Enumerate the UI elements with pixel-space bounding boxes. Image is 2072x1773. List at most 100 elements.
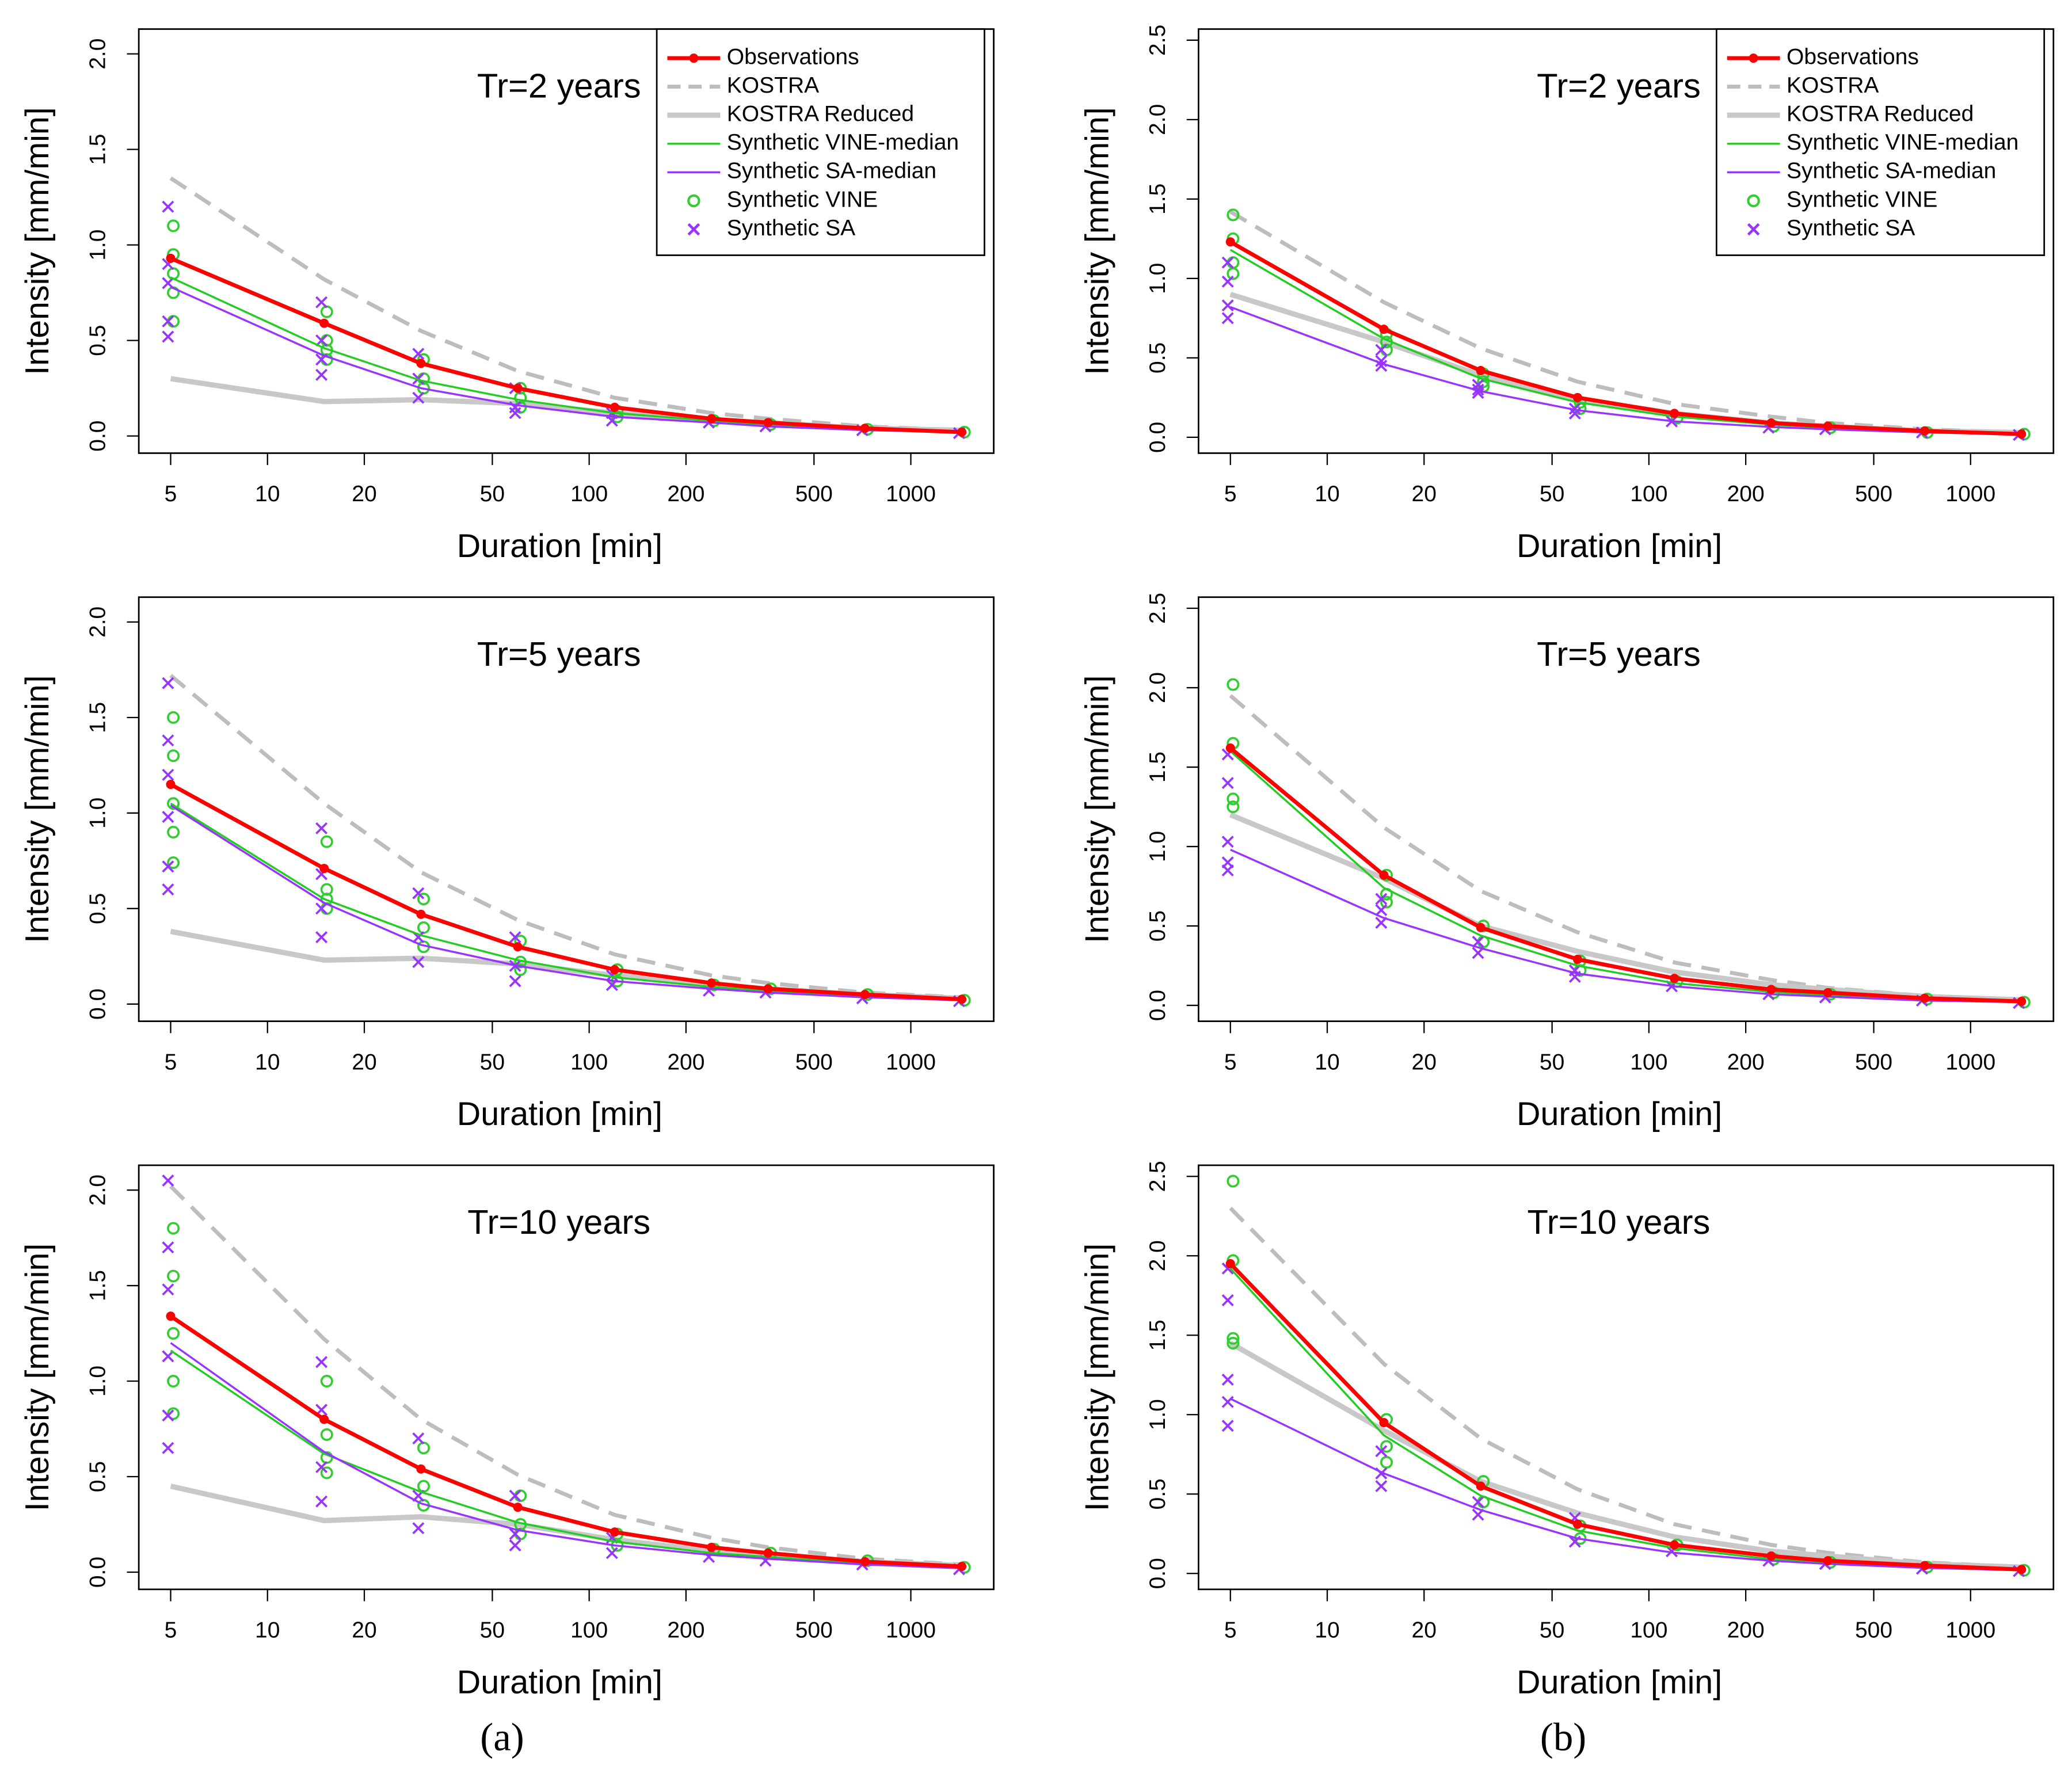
plot-area xyxy=(162,674,971,1008)
x-tick-label: 50 xyxy=(1540,1618,1564,1643)
x-tick-label: 1000 xyxy=(886,1050,936,1074)
series-line xyxy=(1229,1341,2022,1570)
x-axis-label: Duration [min] xyxy=(457,1096,662,1133)
observation-point xyxy=(166,1311,176,1321)
observation-point xyxy=(860,990,870,1000)
vine-point xyxy=(167,1407,180,1420)
sa-point xyxy=(412,348,425,360)
observation-point xyxy=(1920,426,1930,436)
y-axis-label: Intensity [mm/min] xyxy=(19,1244,56,1511)
y-tick-label: 0.5 xyxy=(1145,1478,1170,1509)
observation-point xyxy=(1225,237,1235,247)
vine-point xyxy=(514,963,527,977)
vine-point xyxy=(320,305,333,318)
observation-point xyxy=(513,1503,523,1512)
observation-point xyxy=(707,414,717,424)
sa-point xyxy=(1375,1480,1388,1492)
sa-point xyxy=(1375,893,1388,905)
sa-point xyxy=(315,1356,328,1368)
sa-point xyxy=(162,330,174,343)
vine-point xyxy=(1380,1440,1393,1453)
y-tick-label: 2.0 xyxy=(1145,672,1170,703)
observation-point xyxy=(763,1548,773,1558)
x-tick-label: 500 xyxy=(1855,1618,1892,1643)
x-tick-label: 50 xyxy=(480,482,505,506)
panel: 5 10 20 50 100 200 500 1000 0.0 0.5 1.0 1.5 2.0 Durat… xyxy=(19,596,995,1133)
legend-swatch xyxy=(1747,194,1760,208)
observation-point xyxy=(860,424,870,433)
sa-point xyxy=(509,975,521,987)
sa-point xyxy=(162,768,174,781)
vine-point xyxy=(417,1442,431,1455)
y-tick-label: 0.5 xyxy=(86,325,111,356)
observation-point xyxy=(1920,993,1930,1003)
y-tick-label: 0.5 xyxy=(86,893,111,924)
observation-point xyxy=(707,1542,717,1552)
y-tick-label: 0.5 xyxy=(1145,342,1170,373)
sa-point xyxy=(162,677,174,689)
observation-point xyxy=(763,418,773,428)
sa-point xyxy=(1221,275,1234,288)
observation-point xyxy=(1670,409,1679,418)
observation-point xyxy=(957,994,967,1004)
x-tick-label: 10 xyxy=(1315,482,1339,506)
y-tick-label: 2.0 xyxy=(86,39,111,70)
legend-label: Synthetic SA xyxy=(1787,216,1915,241)
x-tick-label: 100 xyxy=(570,482,608,506)
sa-point xyxy=(1221,836,1234,848)
vine-point xyxy=(167,1327,180,1340)
observation-point xyxy=(1379,325,1389,334)
observation-point xyxy=(1823,421,1833,431)
vine-point xyxy=(167,749,180,762)
series-line xyxy=(169,674,962,1000)
legend-label: KOSTRA Reduced xyxy=(1787,102,1974,127)
series-line xyxy=(1229,240,2022,436)
y-tick-label: 0.0 xyxy=(86,1557,111,1588)
series-line xyxy=(170,1484,962,1568)
vine-point xyxy=(320,1428,333,1442)
legend: Observations KOSTRA KOSTRA Reduced Syntheti… xyxy=(656,28,985,256)
legend-swatch-marker xyxy=(689,53,699,63)
series-line xyxy=(170,1342,962,1570)
vine-point xyxy=(167,711,180,724)
observation-point xyxy=(1766,1551,1776,1561)
observation-point xyxy=(860,1557,870,1566)
observation-point xyxy=(1823,1556,1833,1566)
sa-point xyxy=(162,1283,174,1296)
sa-point xyxy=(1221,1294,1234,1307)
sa-point xyxy=(605,1547,618,1560)
x-tick-label: 5 xyxy=(1224,1050,1237,1074)
observation-point xyxy=(166,253,176,263)
sa-point xyxy=(509,1539,521,1552)
sa-point xyxy=(1221,777,1234,790)
x-tick-label: 100 xyxy=(1630,482,1667,506)
y-tick-label: 2.0 xyxy=(86,607,111,638)
legend-swatch-marker xyxy=(1749,53,1758,63)
vine-point xyxy=(320,1375,333,1388)
vine-point xyxy=(1227,678,1240,691)
plot-area xyxy=(162,1174,971,1576)
observation-point xyxy=(610,402,619,412)
x-tick-label: 5 xyxy=(1224,482,1237,506)
vine-point xyxy=(167,267,180,280)
x-tick-label: 20 xyxy=(352,1050,376,1074)
series-line xyxy=(170,1349,962,1569)
sa-point xyxy=(162,1350,174,1363)
vine-point xyxy=(167,1375,180,1388)
sa-point xyxy=(162,200,174,213)
sa-point xyxy=(1568,402,1581,415)
series-line xyxy=(170,804,962,1001)
legend-swatch xyxy=(687,223,700,236)
vine-point xyxy=(1227,208,1240,222)
sa-point xyxy=(315,931,328,944)
observation-point xyxy=(1225,743,1235,753)
y-tick-label: 1.5 xyxy=(1145,1320,1170,1351)
legend-label: Synthetic VINE xyxy=(727,187,878,212)
vine-point xyxy=(320,835,333,848)
x-tick-label: 200 xyxy=(1727,1618,1765,1643)
x-tick-label: 10 xyxy=(1315,1050,1339,1074)
sa-point xyxy=(509,1489,521,1502)
observation-point xyxy=(2017,997,2027,1006)
y-tick-label: 0.5 xyxy=(1145,910,1170,941)
